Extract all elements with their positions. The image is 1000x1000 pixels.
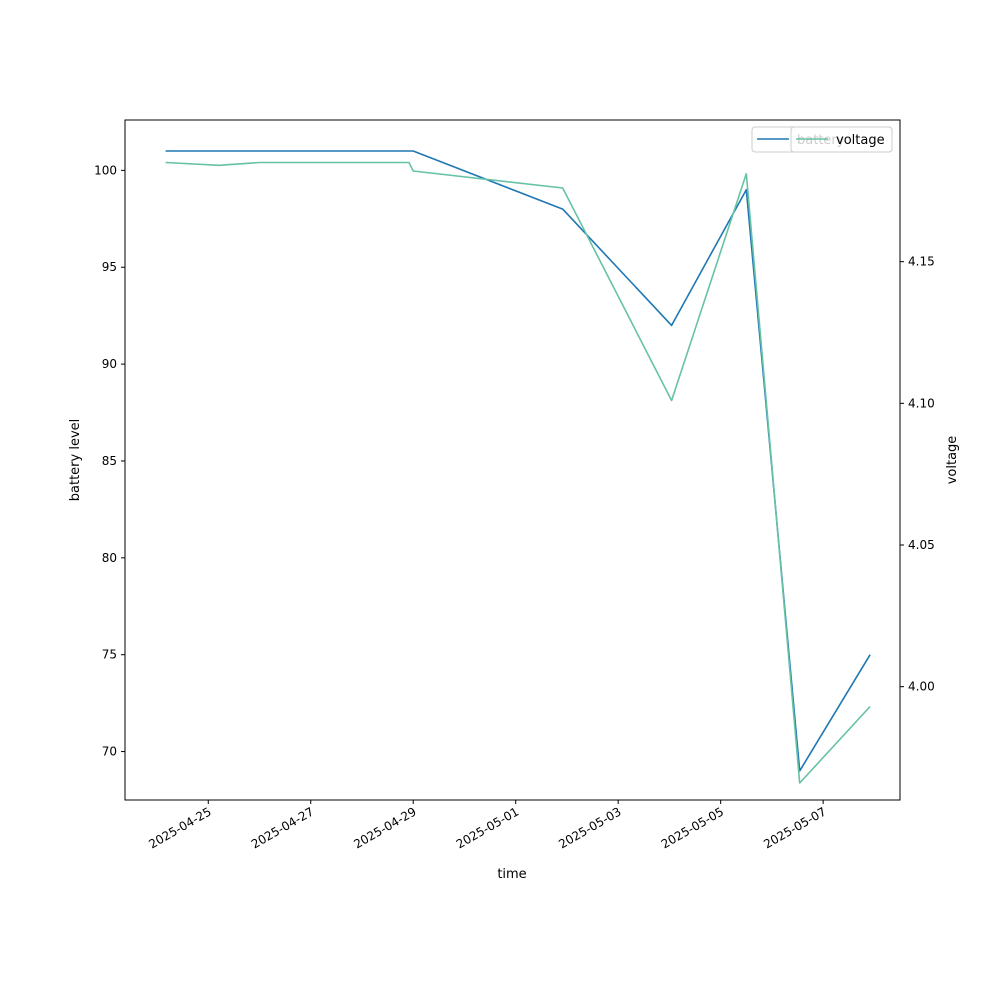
y2-axis-ticks: 4.00 4.05 4.10 4.15 xyxy=(900,255,935,694)
legend-voltage: voltage xyxy=(790,126,893,153)
y2-tick-label: 4.00 xyxy=(908,680,935,694)
y-axis-ticks: 70 75 80 85 90 95 100 xyxy=(94,163,125,759)
y-tick-label: 100 xyxy=(94,163,117,177)
y2-axis-label: voltage xyxy=(945,436,960,485)
x-axis-label: time xyxy=(497,867,526,882)
y2-tick-label: 4.05 xyxy=(908,538,935,552)
y2-tick-label: 4.10 xyxy=(908,396,935,410)
y-tick-label: 90 xyxy=(102,357,117,371)
plot-area xyxy=(165,150,871,784)
y2-tick-label: 4.15 xyxy=(908,255,935,269)
y-tick-label: 95 xyxy=(102,260,117,274)
y-tick-label: 80 xyxy=(102,551,117,565)
legend-voltage-box xyxy=(790,126,893,153)
y-tick-label: 70 xyxy=(102,745,117,759)
y-tick-label: 85 xyxy=(102,454,117,468)
axes-frame xyxy=(124,119,901,801)
legend-voltage-label: voltage xyxy=(836,133,885,148)
y-axis-label: battery level xyxy=(68,419,83,502)
series-line-voltage xyxy=(165,161,871,784)
y-tick-label: 75 xyxy=(102,648,117,662)
